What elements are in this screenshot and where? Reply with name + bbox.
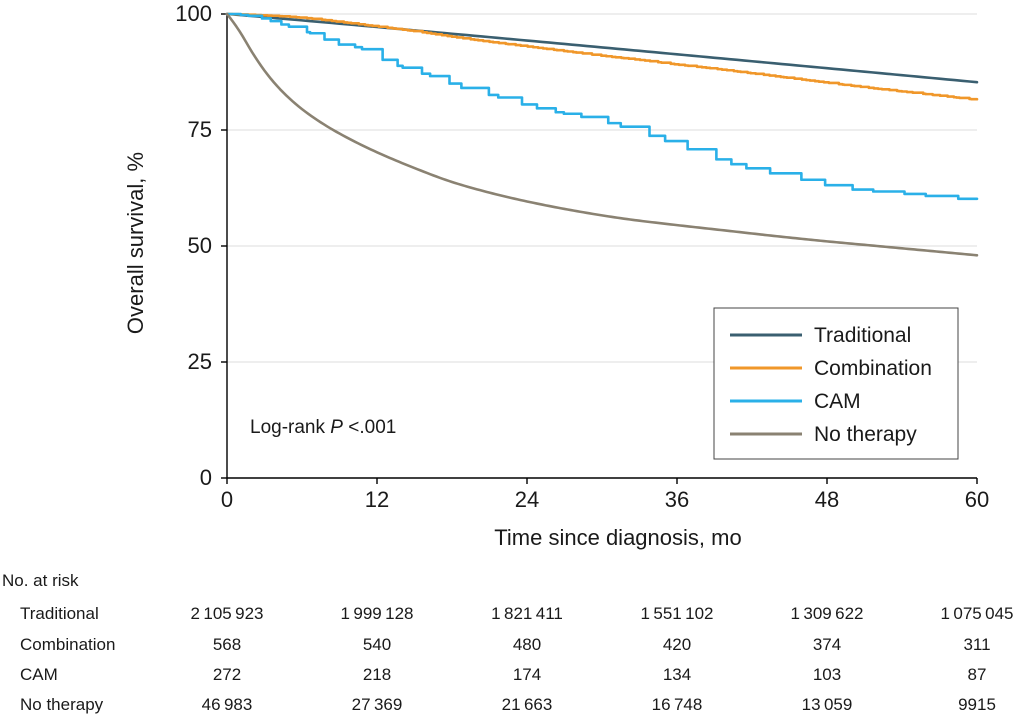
svg-text:540: 540 [363, 635, 391, 654]
svg-text:87: 87 [968, 665, 987, 684]
svg-text:1 551 102: 1 551 102 [641, 604, 714, 623]
svg-text:13 059: 13 059 [802, 695, 853, 714]
svg-text:272: 272 [213, 665, 241, 684]
svg-text:Traditional: Traditional [20, 604, 99, 623]
svg-text:1 075 045: 1 075 045 [941, 604, 1014, 623]
svg-text:174: 174 [513, 665, 541, 684]
svg-text:1 821 411: 1 821 411 [491, 604, 563, 623]
svg-text:9915: 9915 [958, 695, 996, 714]
svg-text:103: 103 [813, 665, 841, 684]
svg-text:No. at risk: No. at risk [2, 571, 79, 590]
svg-text:21 663: 21 663 [502, 695, 553, 714]
svg-text:218: 218 [363, 665, 391, 684]
svg-text:568: 568 [213, 635, 241, 654]
svg-text:Combination: Combination [20, 635, 115, 654]
svg-text:374: 374 [813, 635, 841, 654]
svg-text:No therapy: No therapy [20, 695, 104, 714]
svg-text:27 369: 27 369 [352, 695, 403, 714]
svg-text:480: 480 [513, 635, 541, 654]
svg-text:46 983: 46 983 [202, 695, 253, 714]
svg-text:134: 134 [663, 665, 691, 684]
svg-text:311: 311 [963, 635, 990, 654]
svg-text:16 748: 16 748 [652, 695, 703, 714]
svg-text:2 105 923: 2 105 923 [191, 604, 264, 623]
svg-text:CAM: CAM [20, 665, 58, 684]
svg-text:420: 420 [663, 635, 691, 654]
svg-text:1 309 622: 1 309 622 [791, 604, 864, 623]
svg-text:1 999 128: 1 999 128 [341, 604, 414, 623]
